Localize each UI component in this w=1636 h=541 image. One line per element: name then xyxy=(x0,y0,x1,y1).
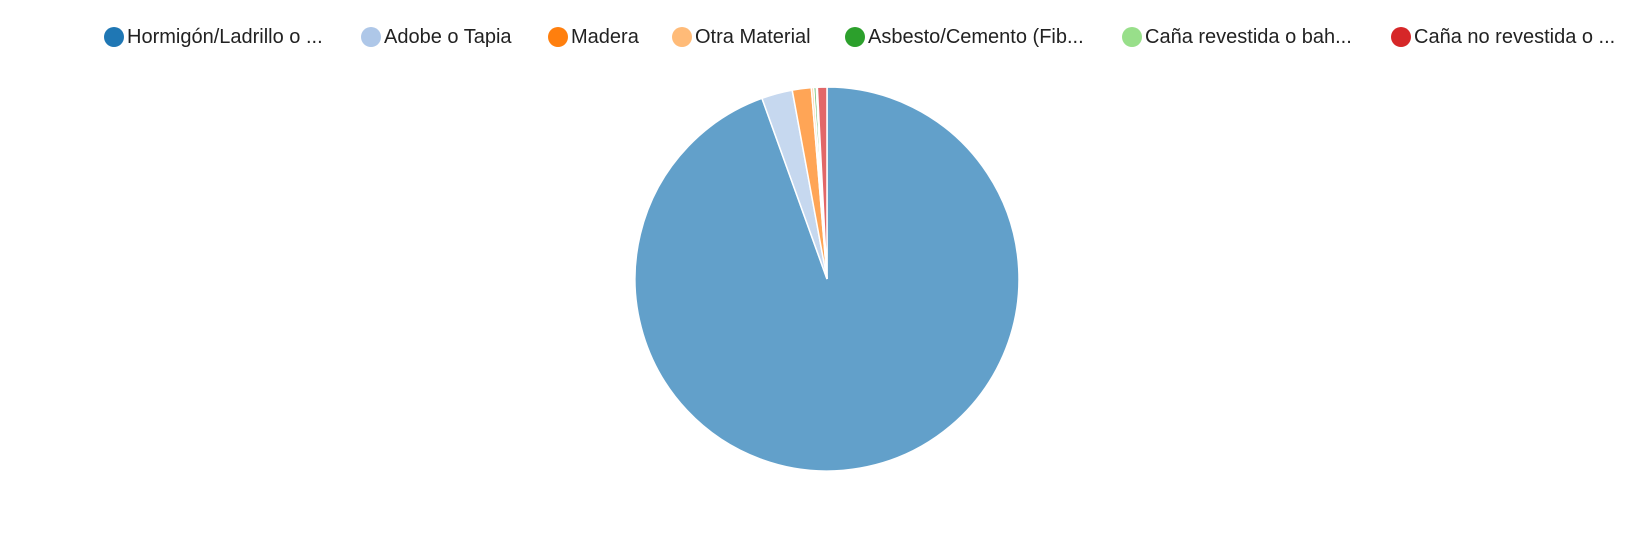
legend-label-hormigon: Hormigón/Ladrillo o ... xyxy=(127,25,323,48)
legend-item-hormigon[interactable]: Hormigón/Ladrillo o ... xyxy=(104,22,323,52)
legend-item-asbesto[interactable]: Asbesto/Cemento (Fib... xyxy=(845,22,1084,52)
legend-item-adobe[interactable]: Adobe o Tapia xyxy=(361,22,512,52)
legend-label-asbesto: Asbesto/Cemento (Fib... xyxy=(868,25,1084,48)
legend-marker-adobe xyxy=(361,27,381,47)
legend-marker-hormigon xyxy=(104,27,124,47)
legend-item-madera[interactable]: Madera xyxy=(548,22,639,52)
legend-marker-otra-material xyxy=(672,27,692,47)
pie-slices xyxy=(634,86,1020,472)
legend-marker-cana-no-revestida xyxy=(1391,27,1411,47)
pie-slice-6[interactable] xyxy=(816,86,828,280)
legend-marker-madera xyxy=(548,27,568,47)
legend-label-otra-material: Otra Material xyxy=(695,25,811,48)
chart-legend: Hormigón/Ladrillo o ... Adobe o Tapia Ma… xyxy=(0,22,1636,52)
legend-label-cana-no-revestida: Caña no revestida o ... xyxy=(1414,25,1616,48)
legend-label-cana-revestida: Caña revestida o bah... xyxy=(1145,25,1352,48)
legend-item-cana-revestida[interactable]: Caña revestida o bah... xyxy=(1122,22,1352,52)
legend-label-adobe: Adobe o Tapia xyxy=(384,25,512,48)
legend-marker-cana-revestida xyxy=(1122,27,1142,47)
legend-item-otra-material[interactable]: Otra Material xyxy=(672,22,811,52)
legend-label-madera: Madera xyxy=(571,25,639,48)
legend-item-cana-no-revestida[interactable]: Caña no revestida o ... xyxy=(1391,22,1615,52)
legend-marker-asbesto xyxy=(845,27,865,47)
